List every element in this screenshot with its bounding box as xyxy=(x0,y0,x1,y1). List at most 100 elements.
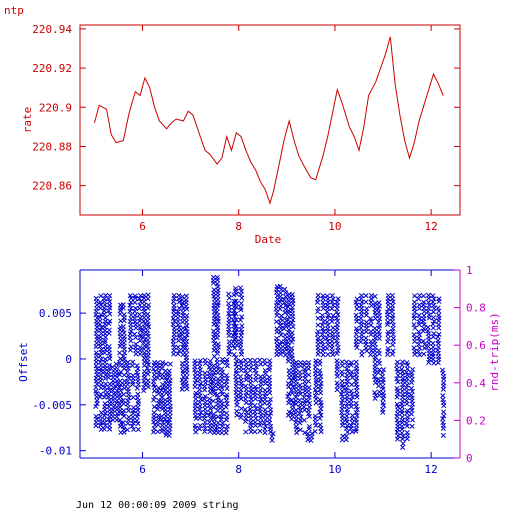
offset-points-band xyxy=(127,293,144,357)
offset-point xyxy=(151,394,158,400)
offset-point xyxy=(234,402,240,408)
offset-point xyxy=(408,380,415,386)
offset-points-band xyxy=(305,431,315,444)
offset-point xyxy=(219,404,225,410)
offset-point xyxy=(325,341,331,347)
offset-point xyxy=(297,420,303,426)
offset-point xyxy=(317,397,323,403)
offset-point xyxy=(404,401,410,407)
offset-point xyxy=(233,304,239,310)
offset-point xyxy=(305,378,311,384)
offset-point xyxy=(380,396,386,402)
bottom-x-tick-label: 6 xyxy=(139,463,146,476)
bottom-y2-tick-label: 0.4 xyxy=(466,377,486,390)
offset-point xyxy=(151,419,157,425)
offset-point xyxy=(145,384,151,390)
offset-point xyxy=(394,413,400,419)
offset-point xyxy=(289,333,295,339)
offset-point xyxy=(126,375,132,381)
offset-point xyxy=(224,401,230,407)
offset-point xyxy=(203,410,209,416)
top-chart-title: ntp xyxy=(4,4,24,17)
offset-point xyxy=(126,395,132,401)
offset-point xyxy=(206,412,212,418)
offset-point xyxy=(226,291,232,297)
offset-point xyxy=(325,332,331,338)
offset-point xyxy=(430,325,436,331)
offset-point xyxy=(353,428,359,434)
offset-point xyxy=(368,352,374,358)
offset-point xyxy=(436,318,442,324)
offset-point xyxy=(262,413,268,419)
offset-point xyxy=(408,385,414,391)
offset-point xyxy=(98,293,104,299)
offset-point xyxy=(93,423,99,429)
offset-points-band xyxy=(179,293,190,392)
offset-point xyxy=(395,379,401,385)
offset-point xyxy=(394,417,400,423)
offset-point xyxy=(426,315,432,321)
offset-point xyxy=(363,312,369,318)
offset-point xyxy=(214,350,220,356)
offset-point xyxy=(297,397,303,403)
offset-point xyxy=(121,391,127,397)
offset-point xyxy=(206,374,212,380)
offset-point xyxy=(324,335,330,341)
offset-point xyxy=(203,380,209,386)
offset-point xyxy=(289,406,295,412)
top-x-tick-label: 8 xyxy=(235,220,242,233)
offset-point xyxy=(183,344,189,351)
offset-point xyxy=(440,393,446,399)
offset-point xyxy=(252,396,259,402)
offset-point xyxy=(238,351,244,357)
offset-point xyxy=(394,376,400,382)
offset-point xyxy=(207,390,213,396)
offset-point xyxy=(124,369,131,375)
offset-point xyxy=(417,345,423,351)
offset-point xyxy=(97,321,103,327)
offset-point xyxy=(201,422,207,429)
offset-point xyxy=(390,342,396,348)
offset-point xyxy=(314,331,320,338)
offset-point xyxy=(339,363,345,369)
offset-point xyxy=(306,426,312,432)
offset-point xyxy=(206,402,212,409)
offset-point xyxy=(422,341,428,347)
rate-line xyxy=(93,36,444,205)
offset-point xyxy=(329,306,335,312)
offset-point xyxy=(145,371,151,377)
offset-point xyxy=(202,419,208,425)
offset-point xyxy=(349,394,356,400)
offset-point xyxy=(155,422,161,428)
offset-point xyxy=(233,285,239,292)
offset-points-band xyxy=(371,293,383,401)
bottom-y2-axis-label: rnd-trip(ms) xyxy=(488,312,501,391)
offset-points-band xyxy=(384,292,396,357)
offset-point xyxy=(348,372,354,378)
offset-point xyxy=(319,315,325,321)
offset-point xyxy=(376,303,382,309)
offset-point xyxy=(97,305,103,311)
offset-point xyxy=(380,386,386,392)
offset-point xyxy=(215,344,221,350)
offset-point xyxy=(120,420,126,426)
offset-point xyxy=(159,428,165,435)
offset-point xyxy=(377,316,383,322)
offset-point xyxy=(440,386,446,392)
offset-point xyxy=(297,376,303,382)
offset-point xyxy=(102,350,108,356)
offset-point xyxy=(238,367,244,374)
offset-point xyxy=(278,332,284,338)
offset-point xyxy=(306,366,312,372)
offset-point xyxy=(395,372,401,378)
offset-point xyxy=(330,302,336,308)
offset-point xyxy=(243,364,249,370)
offset-points-band xyxy=(273,283,289,358)
offset-point xyxy=(348,362,354,368)
offset-point xyxy=(120,305,126,311)
offset-point xyxy=(214,335,220,341)
offset-point xyxy=(132,299,138,305)
offset-point xyxy=(215,370,221,376)
offset-points-band xyxy=(242,357,264,435)
